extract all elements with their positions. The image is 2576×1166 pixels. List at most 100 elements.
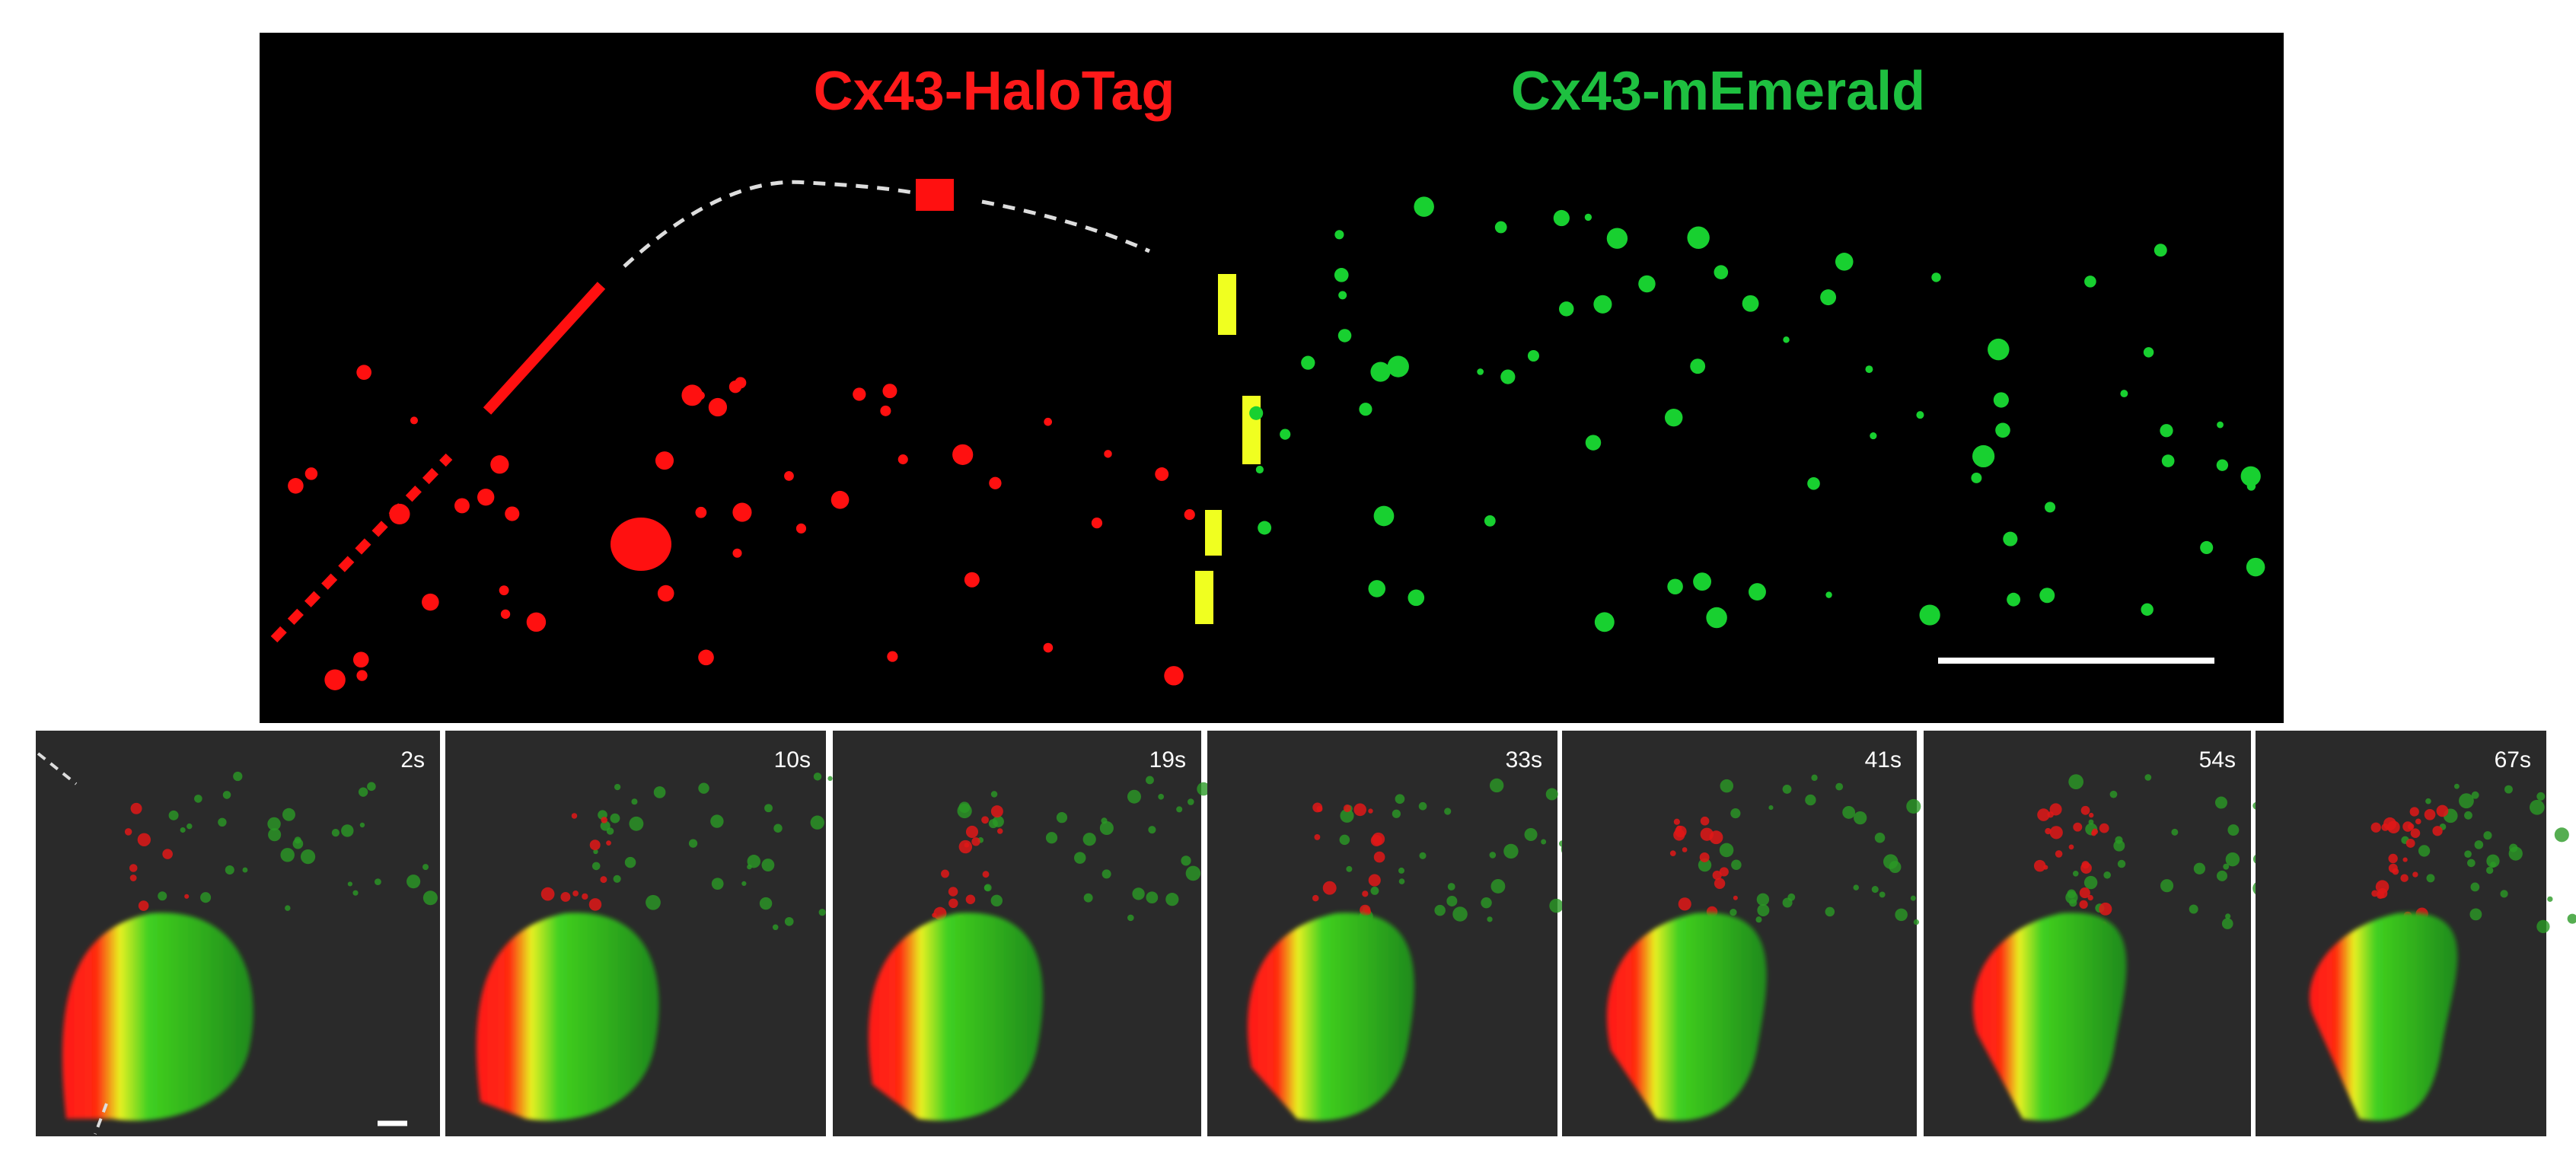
red-puncta [129, 874, 137, 881]
green-puncta [2072, 870, 2079, 877]
green-puncta [606, 827, 614, 835]
green-dot [1301, 355, 1315, 370]
green-puncta [168, 810, 179, 820]
red-dot [795, 523, 807, 534]
red-dot [698, 649, 714, 666]
time-panel: 67s [2256, 731, 2576, 1136]
green-puncta [374, 878, 381, 886]
cell-body [1606, 913, 1767, 1121]
red-puncta [2049, 803, 2062, 816]
green-puncta [2536, 919, 2550, 934]
red-puncta [990, 805, 1003, 818]
green-puncta [2464, 850, 2472, 859]
green-puncta [1768, 805, 1774, 811]
red-puncta [1368, 808, 1373, 814]
red-puncta [2080, 805, 2090, 815]
green-dot [1387, 355, 1409, 378]
cell-body [1247, 913, 1414, 1121]
green-dot [1585, 435, 1602, 451]
green-puncta [158, 891, 167, 901]
green-puncta [2453, 783, 2460, 789]
green-puncta [1395, 794, 1405, 804]
green-dot [1368, 580, 1386, 597]
green-puncta [406, 874, 421, 889]
time-label: 41s [1865, 747, 1902, 773]
red-puncta [2388, 853, 2398, 864]
red-puncta [2045, 827, 2052, 835]
green-puncta [1853, 884, 1860, 890]
red-puncta [2033, 859, 2046, 872]
red-puncta [982, 871, 990, 878]
green-puncta [591, 862, 601, 871]
green-puncta [2193, 862, 2206, 874]
green-puncta [267, 817, 281, 831]
green-puncta [1340, 808, 1354, 823]
red-puncta [1712, 870, 1722, 881]
green-puncta [1730, 808, 1741, 819]
red-puncta [2410, 828, 2421, 838]
time-panel: 41s [1562, 731, 1934, 1136]
green-puncta [1434, 904, 1446, 916]
green-puncta [1698, 858, 1712, 872]
green-puncta [1339, 834, 1350, 846]
green-dot [1693, 572, 1712, 591]
red-puncta [1373, 851, 1385, 863]
green-dot [1594, 612, 1615, 632]
green-dot [1749, 583, 1766, 601]
red-puncta [2081, 861, 2090, 869]
green-puncta [285, 905, 291, 911]
red-puncta [571, 813, 578, 819]
green-dot [1971, 472, 1982, 483]
green-puncta [1545, 788, 1558, 801]
red-puncta [2412, 871, 2418, 878]
green-puncta [1419, 852, 1427, 859]
green-puncta [187, 823, 193, 830]
red-puncta [600, 876, 607, 884]
green-puncta [2547, 896, 2553, 902]
green-dot [1500, 369, 1516, 384]
green-puncta [761, 859, 775, 871]
green-puncta [1158, 793, 1165, 800]
green-dot [2246, 482, 2256, 491]
green-puncta [1489, 852, 1497, 859]
green-puncta [2474, 840, 2484, 849]
green-puncta [1127, 914, 1134, 922]
green-dot [1783, 336, 1790, 343]
green-puncta [2227, 824, 2240, 836]
green-puncta [1083, 893, 1093, 903]
green-puncta [1906, 798, 1921, 814]
red-dot [853, 387, 866, 401]
red-dot [356, 365, 371, 381]
red-puncta [2377, 888, 2388, 899]
green-dot [1820, 289, 1837, 306]
red-puncta [933, 906, 947, 920]
green-puncta [2115, 836, 2123, 844]
green-puncta [1418, 801, 1427, 811]
green-puncta [2189, 904, 2198, 914]
red-puncta [948, 898, 958, 909]
green-puncta [2103, 871, 2111, 879]
green-puncta [352, 890, 359, 896]
red-dot [655, 451, 674, 470]
green-dot [1280, 428, 1291, 440]
green-puncta [1549, 898, 1564, 913]
time-panel: 19s [833, 731, 1210, 1136]
green-puncta [764, 804, 773, 813]
red-dot [897, 454, 908, 465]
red-puncta [1314, 834, 1321, 840]
green-puncta [1398, 867, 1405, 874]
green-puncta [593, 849, 598, 855]
green-puncta [1835, 782, 1844, 791]
red-dot [831, 490, 850, 509]
green-puncta [1176, 806, 1183, 813]
green-puncta [1346, 865, 1353, 872]
red-puncta [606, 840, 611, 846]
label-halotag: Cx43-HaloTag [814, 61, 1175, 122]
green-puncta [200, 892, 212, 903]
green-dot [1359, 403, 1372, 416]
green-puncta [2486, 854, 2500, 868]
green-puncta [2221, 918, 2233, 929]
green-puncta [1782, 897, 1793, 908]
red-dot [422, 593, 439, 611]
